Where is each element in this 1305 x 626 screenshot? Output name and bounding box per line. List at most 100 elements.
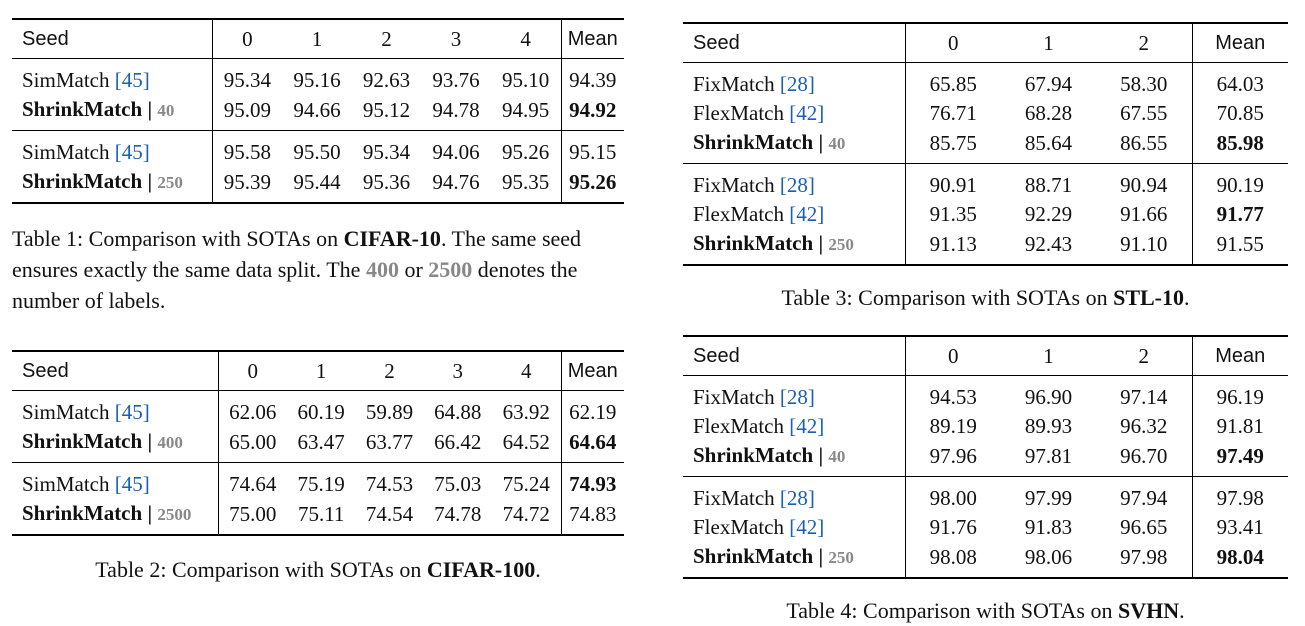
- label-count: 250: [828, 235, 854, 254]
- method-cell: ShrinkMatch | 40: [12, 95, 212, 131]
- method-cell: FixMatch [28]: [683, 63, 905, 100]
- header-seed: Seed: [693, 345, 740, 367]
- table-2-header-row: Seed 0 1 2 3 4 Mean: [12, 351, 624, 391]
- mean-cell: 93.41: [1191, 513, 1288, 542]
- citation-link[interactable]: [45]: [114, 400, 150, 424]
- header-mean: Mean: [1191, 23, 1288, 63]
- citation-link[interactable]: [42]: [789, 202, 825, 226]
- value-cell: 63.92: [502, 400, 550, 424]
- value-cell: 88.71: [1024, 173, 1073, 197]
- method-cell: ShrinkMatch | 250: [683, 229, 905, 265]
- value-cell: 95.50: [293, 140, 341, 164]
- label-count: 40: [828, 447, 846, 466]
- method-name: ShrinkMatch: [693, 130, 814, 154]
- table-row: SimMatch [45] 95.34 95.16 92.63 93.76 95.10 94…: [12, 58, 624, 96]
- citation-link[interactable]: [42]: [789, 414, 825, 438]
- citation-link[interactable]: [28]: [779, 173, 815, 197]
- table-row: FixMatch [28] 90.91 88.71 90.94 90.19: [683, 163, 1288, 200]
- caption-text: .: [1184, 285, 1190, 310]
- caption-dataset: CIFAR-100: [426, 557, 536, 582]
- table-row: FlexMatch [42] 91.76 91.83 96.65 93.41: [683, 513, 1288, 542]
- header-seed-2: 2: [1138, 344, 1149, 368]
- value-cell: 98.00: [904, 476, 1001, 513]
- table-row: ShrinkMatch | 40 85.75 85.64 86.55 85.98: [683, 128, 1288, 164]
- table-2-caption: Table 2: Comparison with SOTAs on CIFAR-…: [12, 554, 624, 585]
- caption-text: . The same seed ensures exactly the same…: [12, 226, 582, 282]
- method-cell: FlexMatch [42]: [683, 99, 905, 128]
- table-row: SimMatch [45] 74.64 75.19 74.53 75.03 75.24 74…: [12, 462, 624, 499]
- value-cell: 95.39: [211, 167, 283, 203]
- method-name: ShrinkMatch: [693, 443, 814, 467]
- table-4-header-row: Seed 0 1 2 Mean: [683, 336, 1288, 376]
- value-cell: 89.19: [904, 412, 1001, 441]
- value-cell: 75.03: [434, 472, 482, 496]
- method-name: SimMatch: [22, 140, 110, 164]
- mean-cell: 91.55: [1191, 229, 1288, 265]
- table-4: Seed 0 1 2 Mean FixMatch [28] 94.53 96.90 9…: [683, 335, 1288, 626]
- table-row: SimMatch [45] 95.58 95.50 95.34 94.06 95.26 95…: [12, 130, 624, 167]
- value-cell: 97.99: [1024, 486, 1073, 510]
- table-1-header-row: Seed 0 1 2 3 4 Mean: [12, 19, 624, 59]
- citation-link[interactable]: [28]: [779, 486, 815, 510]
- value-cell: 67.94: [1024, 72, 1073, 96]
- method-cell: SimMatch [45]: [12, 391, 218, 428]
- value-cell: 85.64: [1024, 130, 1073, 155]
- value-cell: 66.42: [434, 429, 482, 454]
- mean-cell: 74.93: [560, 462, 624, 499]
- citation-link[interactable]: [42]: [789, 101, 825, 125]
- table-2-grid: Seed 0 1 2 3 4 Mean SimMatch [45] 62.06 60…: [12, 350, 624, 536]
- citation-link[interactable]: [45]: [114, 472, 150, 496]
- method-cell: FlexMatch [42]: [683, 200, 905, 229]
- method-cell: SimMatch [45]: [12, 59, 212, 96]
- method-cell: ShrinkMatch | 40: [683, 128, 905, 164]
- citation-link[interactable]: [45]: [114, 68, 150, 92]
- table-row: ShrinkMatch | 40 97.96 97.81 96.70 97.49: [683, 441, 1288, 477]
- table-row: FixMatch [28] 65.85 67.94 58.30 64.03: [683, 62, 1288, 100]
- value-cell: 90.94: [1120, 173, 1168, 197]
- header-seed-2: 2: [384, 359, 395, 383]
- citation-link[interactable]: [28]: [779, 72, 815, 96]
- header-seed-0: 0: [904, 336, 1001, 376]
- table-3-header-row: Seed 0 1 2 Mean: [683, 23, 1288, 63]
- method-cell: ShrinkMatch | 400: [12, 427, 218, 463]
- value-cell: 97.96: [904, 441, 1001, 477]
- value-cell: 74.64: [217, 462, 288, 499]
- value-cell: 95.12: [362, 97, 411, 122]
- value-cell: 94.66: [293, 97, 341, 122]
- caption-text: .: [1179, 598, 1185, 623]
- method-cell: FlexMatch [42]: [683, 412, 905, 441]
- citation-link[interactable]: [45]: [114, 140, 150, 164]
- mean-cell: 97.98: [1191, 476, 1288, 513]
- mean-cell: 64.64: [560, 427, 624, 463]
- table-4-caption: Table 4: Comparison with SOTAs on SVHN.: [683, 595, 1288, 626]
- value-cell: 97.81: [1024, 443, 1073, 468]
- value-cell: 76.71: [904, 99, 1001, 128]
- value-cell: 91.83: [1024, 515, 1073, 539]
- table-row: ShrinkMatch | 250 95.39 95.44 95.36 94.76 95.…: [12, 167, 624, 203]
- value-cell: 75.00: [217, 499, 288, 535]
- mean-cell: 96.19: [1191, 375, 1288, 412]
- caption-text: denotes the number of labels.: [12, 257, 578, 313]
- value-cell: 75.19: [297, 472, 345, 496]
- value-cell: 62.06: [217, 390, 288, 427]
- mean-cell: 94.39: [560, 58, 624, 95]
- label-count: 400: [157, 433, 183, 452]
- method-name: FlexMatch: [693, 414, 784, 438]
- table-row: FixMatch [28] 94.53 96.90 97.14 96.19: [683, 375, 1288, 412]
- value-cell: 60.19: [297, 400, 345, 424]
- header-seed-4: 4: [520, 27, 531, 51]
- mean-cell: 94.92: [560, 95, 624, 131]
- mean-cell: 95.26: [560, 167, 624, 203]
- value-cell: 92.63: [362, 68, 411, 92]
- caption-text: Table 2: Comparison with SOTAs on: [95, 557, 427, 582]
- value-cell: 94.78: [432, 97, 480, 122]
- method-cell: FlexMatch [42]: [683, 513, 905, 542]
- value-cell: 91.13: [904, 229, 1001, 265]
- label-separator: |: [813, 443, 829, 467]
- value-cell: 98.06: [1024, 544, 1073, 569]
- citation-link[interactable]: [28]: [779, 385, 815, 409]
- value-cell: 95.34: [211, 58, 283, 95]
- method-name: ShrinkMatch: [22, 501, 143, 525]
- mean-cell: 98.04: [1191, 542, 1288, 578]
- citation-link[interactable]: [42]: [789, 515, 825, 539]
